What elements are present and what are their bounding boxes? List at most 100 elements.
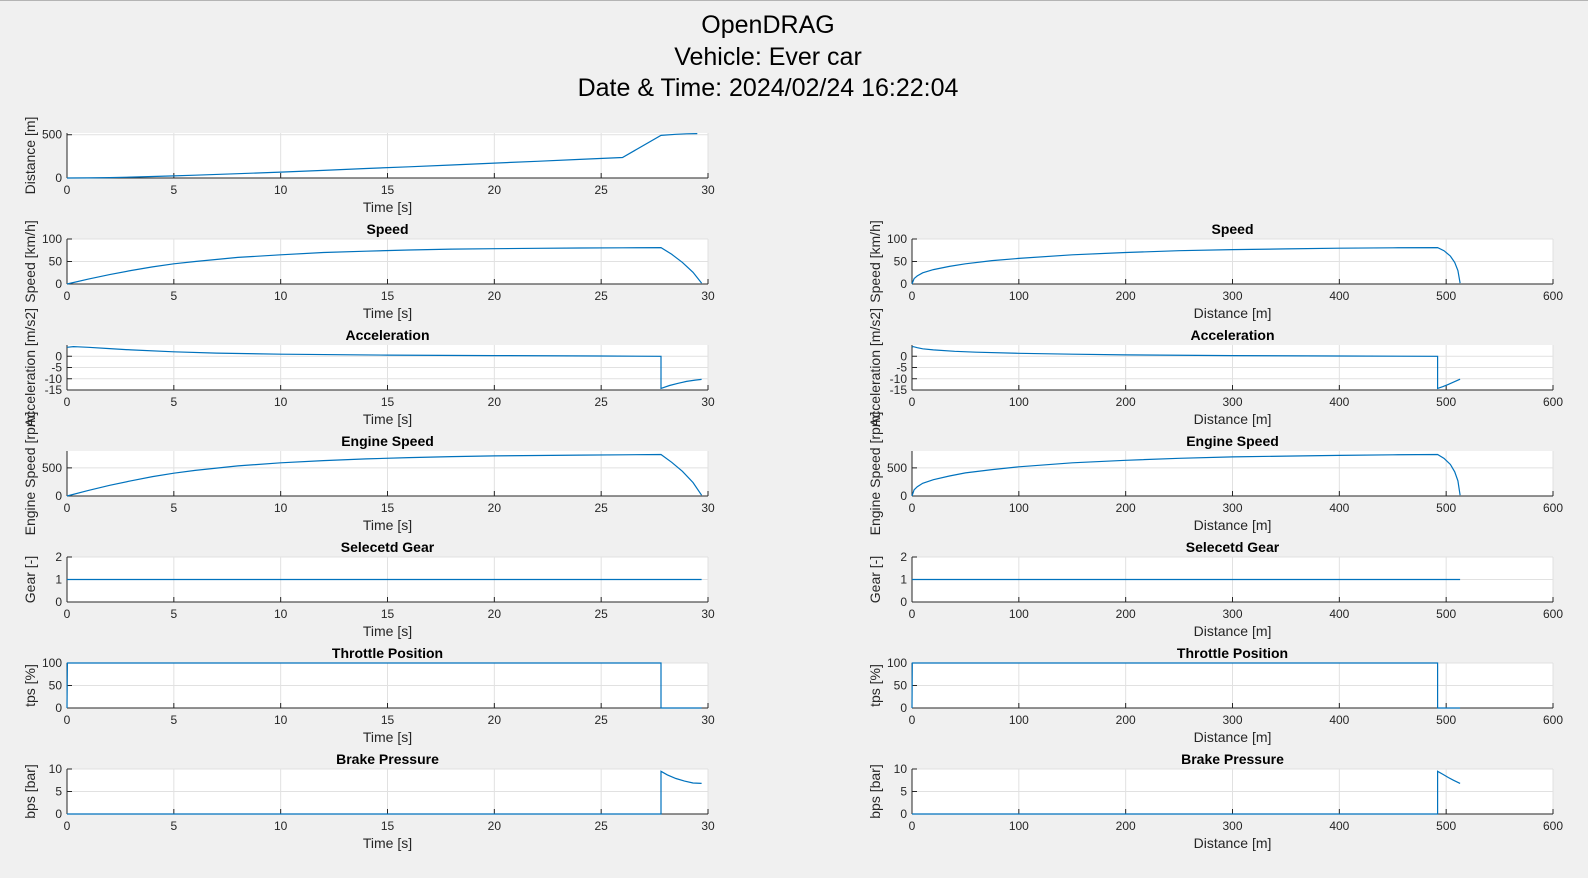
y-axis-label: Gear [-] [867, 556, 883, 603]
x-tick-label: 200 [1116, 501, 1136, 515]
x-tick-label: 300 [1222, 713, 1242, 727]
x-axis-label: Time [s] [363, 411, 412, 427]
x-tick-label: 500 [1436, 607, 1456, 621]
x-tick-label: 30 [701, 713, 715, 727]
x-tick-label: 0 [909, 501, 916, 515]
y-tick-label: 500 [887, 461, 907, 475]
x-tick-label: 25 [594, 501, 608, 515]
x-tick-label: 30 [701, 289, 715, 303]
series-line [66, 453, 703, 497]
x-tick-label: 500 [1436, 819, 1456, 833]
x-tick-label: 25 [594, 607, 608, 621]
x-tick-label: 500 [1436, 289, 1456, 303]
x-tick-label: 20 [488, 183, 502, 197]
x-tick-label: 100 [1009, 501, 1029, 515]
y-tick-label: 100 [887, 656, 907, 670]
y-tick-label: -10 [890, 372, 908, 386]
y-tick-label: 50 [894, 679, 908, 693]
x-tick-label: 20 [488, 819, 502, 833]
x-tick-label: 100 [1009, 395, 1029, 409]
x-tick-label: 20 [488, 395, 502, 409]
y-tick-label: 5 [900, 785, 907, 799]
x-tick-label: 25 [594, 819, 608, 833]
x-axis-label: Time [s] [363, 729, 412, 745]
x-tick-label: 25 [594, 395, 608, 409]
axes-title: Throttle Position [1177, 645, 1288, 661]
x-tick-label: 15 [381, 501, 395, 515]
x-tick-label: 5 [170, 395, 177, 409]
x-tick-label: 25 [594, 289, 608, 303]
chart-engine-distance: 0 100 200 300 400 500 600 0 500 Engine Speed Dista… [867, 412, 1563, 536]
x-tick-label: 10 [274, 713, 288, 727]
chart-engine-time: 0 5 10 15 20 25 30 0 500 Engine Speed Time [s] Engi… [22, 412, 715, 536]
x-axis-label: Distance [m] [1194, 411, 1272, 427]
x-tick-label: 20 [488, 289, 502, 303]
series-line [911, 662, 1461, 709]
y-tick-label: 0 [55, 701, 62, 715]
series-line [66, 246, 703, 285]
x-tick-label: 400 [1329, 607, 1349, 621]
y-tick-label: 0 [900, 489, 907, 503]
x-tick-label: 300 [1222, 501, 1242, 515]
x-tick-label: 5 [170, 501, 177, 515]
x-tick-label: 600 [1543, 395, 1563, 409]
y-tick-label: 100 [42, 656, 62, 670]
axes-title: Engine Speed [1186, 433, 1279, 449]
x-tick-label: 100 [1009, 607, 1029, 621]
x-tick-label: 200 [1116, 289, 1136, 303]
series-line [66, 345, 702, 390]
x-tick-label: 600 [1543, 289, 1563, 303]
series-line [67, 770, 702, 815]
chart-speed-time: 0 5 10 15 20 25 30 0 50 100 Speed Time [s] Speed [km… [22, 220, 715, 321]
x-axis-label: Distance [m] [1194, 623, 1272, 639]
y-tick-label: 0 [900, 701, 907, 715]
axes-title: Engine Speed [341, 433, 434, 449]
x-tick-label: 500 [1436, 501, 1456, 515]
chart-bps-time: 0 5 10 15 20 25 30 0 5 10 Brake Pressure Time [s] bp… [22, 751, 715, 851]
x-tick-label: 300 [1222, 289, 1242, 303]
y-axis-label: bps [bar] [22, 764, 38, 818]
chart-gear-time: 0 5 10 15 20 25 30 0 1 2 Selecetd Gear Time [s] Gear… [22, 539, 715, 639]
axes-title: Selecetd Gear [341, 539, 435, 555]
x-tick-label: 0 [64, 819, 71, 833]
x-tick-label: 600 [1543, 501, 1563, 515]
chart-gear-distance: 0 100 200 300 400 500 600 0 1 2 Selecetd Gear Dista… [867, 539, 1563, 639]
y-axis-label: Acceleration [m/s2] [867, 308, 883, 427]
y-tick-label: 500 [42, 128, 62, 142]
y-axis-label: Speed [km/h] [867, 220, 883, 303]
y-tick-label: 50 [894, 255, 908, 269]
y-tick-label: 0 [55, 807, 62, 821]
x-tick-label: 20 [488, 713, 502, 727]
y-tick-label: 50 [49, 255, 63, 269]
chart-tps-time: 0 5 10 15 20 25 30 0 50 100 Throttle Position Time … [22, 645, 715, 745]
y-tick-label: 50 [49, 679, 63, 693]
x-tick-label: 15 [381, 607, 395, 621]
x-tick-label: 600 [1543, 819, 1563, 833]
x-axis-label: Time [s] [363, 305, 412, 321]
x-tick-label: 30 [701, 183, 715, 197]
x-tick-label: 30 [701, 607, 715, 621]
x-axis-label: Distance [m] [1194, 305, 1272, 321]
x-tick-label: 600 [1543, 607, 1563, 621]
series-line [911, 453, 1461, 497]
x-tick-label: 25 [594, 713, 608, 727]
x-tick-label: 30 [701, 395, 715, 409]
axes-title: Selecetd Gear [1186, 539, 1280, 555]
x-tick-label: 15 [381, 183, 395, 197]
series-line [66, 133, 698, 179]
x-tick-label: 10 [274, 819, 288, 833]
y-tick-label: 0 [900, 277, 907, 291]
x-tick-label: 400 [1329, 713, 1349, 727]
x-tick-label: 15 [381, 713, 395, 727]
series-line [911, 345, 1461, 390]
x-axis-label: Time [s] [363, 517, 412, 533]
y-tick-label: 0 [55, 171, 62, 185]
x-tick-label: 20 [488, 501, 502, 515]
y-tick-label: 1 [900, 573, 907, 587]
x-tick-label: 400 [1329, 819, 1349, 833]
y-tick-label: 0 [55, 349, 62, 363]
chart-distance-time: 0 5 10 15 20 25 30 0 500 Time [s] Distance [m] [22, 117, 715, 215]
chart-tps-distance: 0 100 200 300 400 500 600 0 50 100 Throttle Positi… [867, 645, 1563, 745]
x-tick-label: 15 [381, 289, 395, 303]
x-tick-label: 200 [1116, 819, 1136, 833]
